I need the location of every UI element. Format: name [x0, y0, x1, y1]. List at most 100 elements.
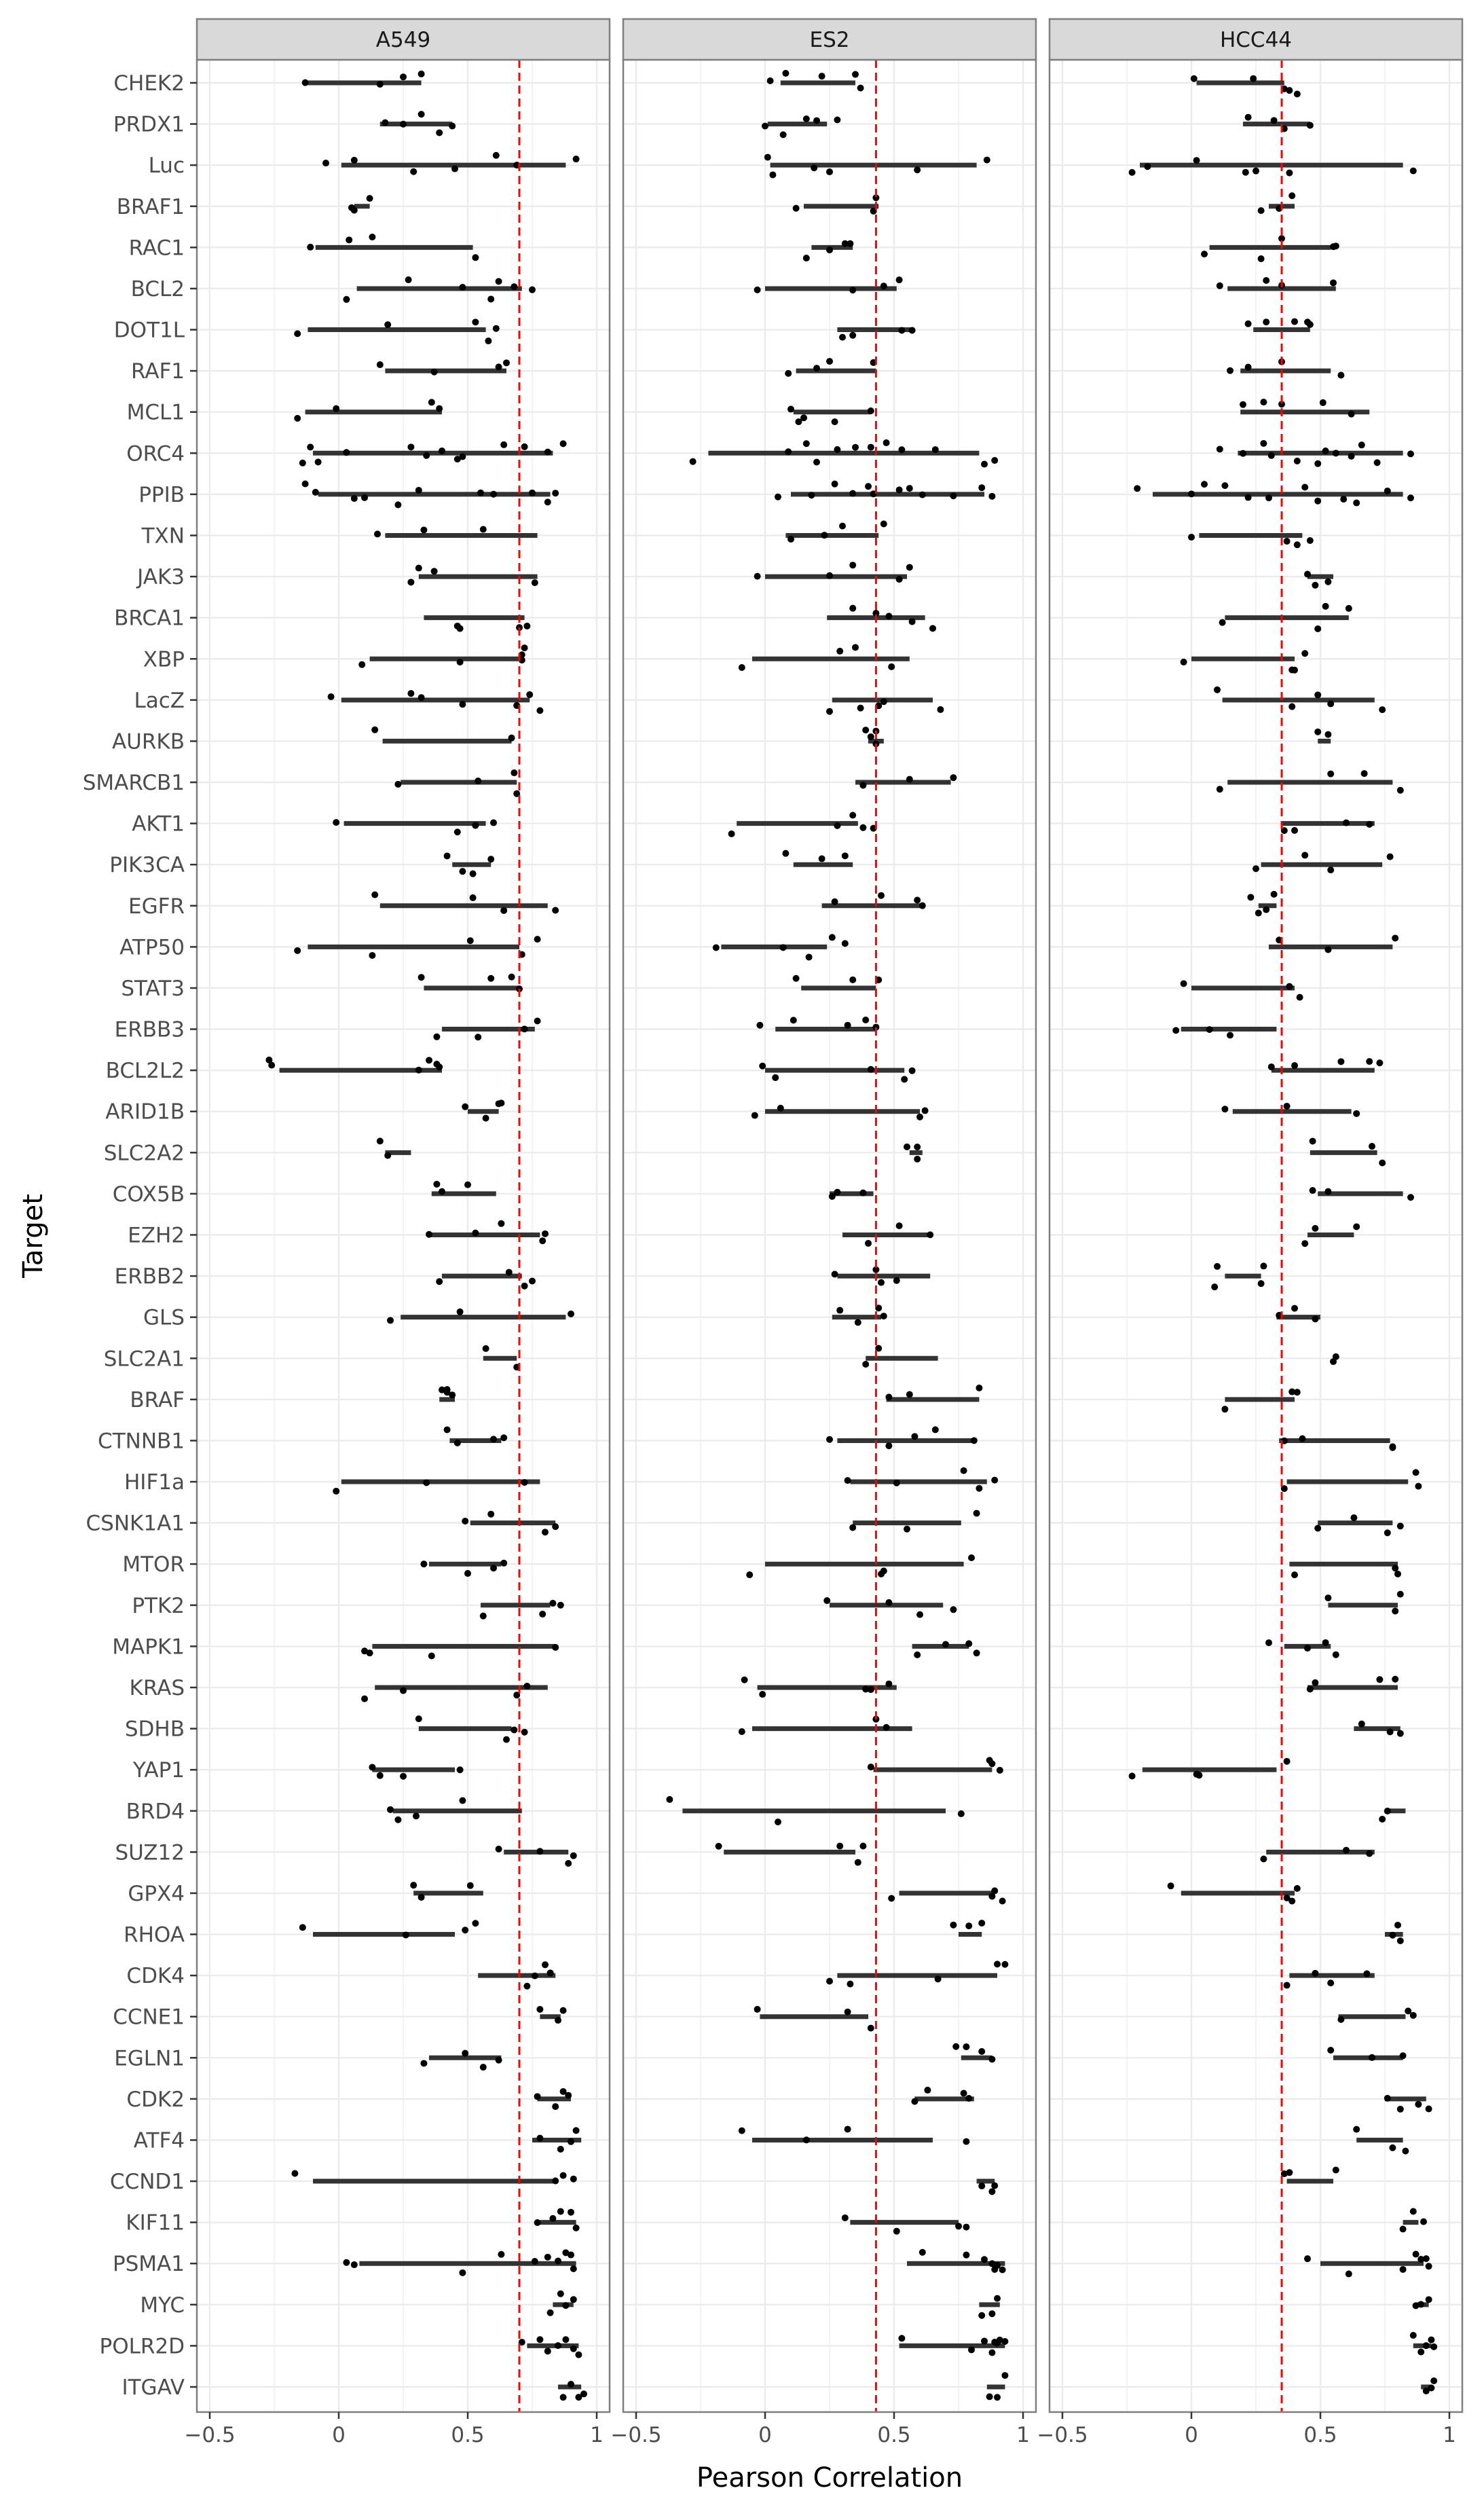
data-point — [443, 1426, 451, 1434]
data-point — [301, 480, 309, 488]
data-point — [361, 1647, 368, 1655]
data-point — [1001, 2372, 1009, 2379]
data-point — [1270, 890, 1278, 898]
data-point — [852, 443, 859, 451]
data-point — [859, 824, 867, 831]
data-point — [986, 2393, 993, 2401]
data-point — [906, 776, 913, 783]
data-point — [960, 1467, 967, 1474]
data-point — [1379, 706, 1386, 714]
data-point — [867, 1065, 874, 1073]
data-point — [369, 1764, 376, 1771]
data-point — [526, 691, 534, 698]
data-point — [1288, 1897, 1296, 1905]
data-point — [350, 2261, 358, 2269]
data-point — [766, 77, 774, 85]
data-point — [818, 855, 826, 862]
data-point — [1396, 1522, 1404, 1530]
data-point — [1327, 2047, 1335, 2054]
data-point — [872, 194, 880, 202]
data-point — [1214, 1262, 1221, 1270]
data-point — [451, 165, 458, 172]
data-point — [996, 1766, 1003, 1774]
data-point — [487, 295, 495, 303]
data-point — [754, 2005, 761, 2013]
data-point — [1288, 1388, 1296, 1395]
data-point — [456, 1308, 464, 1315]
data-point — [546, 2309, 554, 2316]
data-point — [759, 1062, 766, 1070]
data-point — [1288, 703, 1296, 710]
data-point — [490, 1565, 497, 1572]
data-point — [1425, 2105, 1432, 2113]
y-tick-label: PRDX1 — [113, 113, 185, 137]
data-point — [1340, 496, 1348, 503]
data-point — [575, 2394, 582, 2401]
data-point — [1291, 1062, 1298, 1070]
y-tick-label: ITGAV — [122, 2375, 185, 2400]
y-tick-label: RAF1 — [131, 359, 185, 384]
data-point — [443, 852, 451, 860]
data-point — [880, 520, 887, 528]
data-point — [1399, 2052, 1407, 2060]
facet-panel-a549: A549 −0.5 0 0.5 1 — [184, 18, 611, 2447]
data-point — [466, 1882, 474, 1889]
data-point — [570, 2345, 577, 2352]
data-point — [867, 407, 874, 415]
data-point — [965, 1640, 973, 1647]
data-point — [921, 1107, 929, 1114]
data-point — [893, 2227, 900, 2235]
y-tick-label: COX5B — [113, 1182, 185, 1207]
data-point — [844, 1477, 851, 1484]
data-point — [805, 953, 813, 961]
data-point — [415, 486, 422, 494]
y-tick-label: ARID1B — [105, 1100, 185, 1125]
data-point — [929, 625, 936, 632]
data-point — [895, 486, 903, 494]
data-point — [1216, 786, 1223, 793]
data-point — [529, 1277, 536, 1285]
data-point — [536, 2005, 544, 2013]
data-point — [1144, 163, 1151, 170]
data-point — [552, 1523, 559, 1531]
y-tick-label: BRCA1 — [114, 606, 185, 631]
data-point — [1409, 167, 1417, 175]
data-point — [333, 1487, 340, 1495]
data-point — [867, 733, 874, 740]
data-point — [495, 2056, 502, 2064]
data-point — [1242, 168, 1249, 176]
data-point — [423, 1479, 430, 1486]
data-point — [387, 1806, 394, 1813]
data-point — [294, 414, 301, 422]
x-tick-label: 0 — [332, 2423, 346, 2447]
data-point — [1417, 2301, 1425, 2308]
data-point — [462, 1103, 469, 1110]
data-point — [1267, 1063, 1275, 1071]
data-point — [1396, 1590, 1404, 1598]
data-point — [1291, 1304, 1298, 1312]
data-point — [453, 828, 461, 836]
data-point — [782, 69, 790, 77]
y-tick-label: BRAF — [130, 1388, 185, 1412]
data-point — [839, 333, 846, 341]
data-point — [557, 2208, 564, 2215]
data-point — [1293, 457, 1301, 464]
data-point — [914, 1651, 921, 1658]
data-point — [790, 1017, 797, 1024]
data-point — [462, 1927, 469, 1934]
data-point — [968, 2346, 975, 2354]
data-point — [1206, 1026, 1213, 1034]
data-point — [1257, 207, 1265, 215]
data-point — [1180, 980, 1187, 987]
data-point — [802, 255, 810, 262]
data-point — [919, 902, 926, 909]
data-point — [777, 1104, 784, 1112]
data-point — [908, 327, 916, 334]
data-point — [568, 2138, 574, 2145]
data-point — [485, 337, 492, 345]
y-tick-label: MCL1 — [127, 401, 185, 425]
data-point — [1337, 1058, 1345, 1065]
data-point — [371, 891, 379, 898]
data-point — [544, 2348, 551, 2355]
data-point — [988, 2310, 996, 2318]
